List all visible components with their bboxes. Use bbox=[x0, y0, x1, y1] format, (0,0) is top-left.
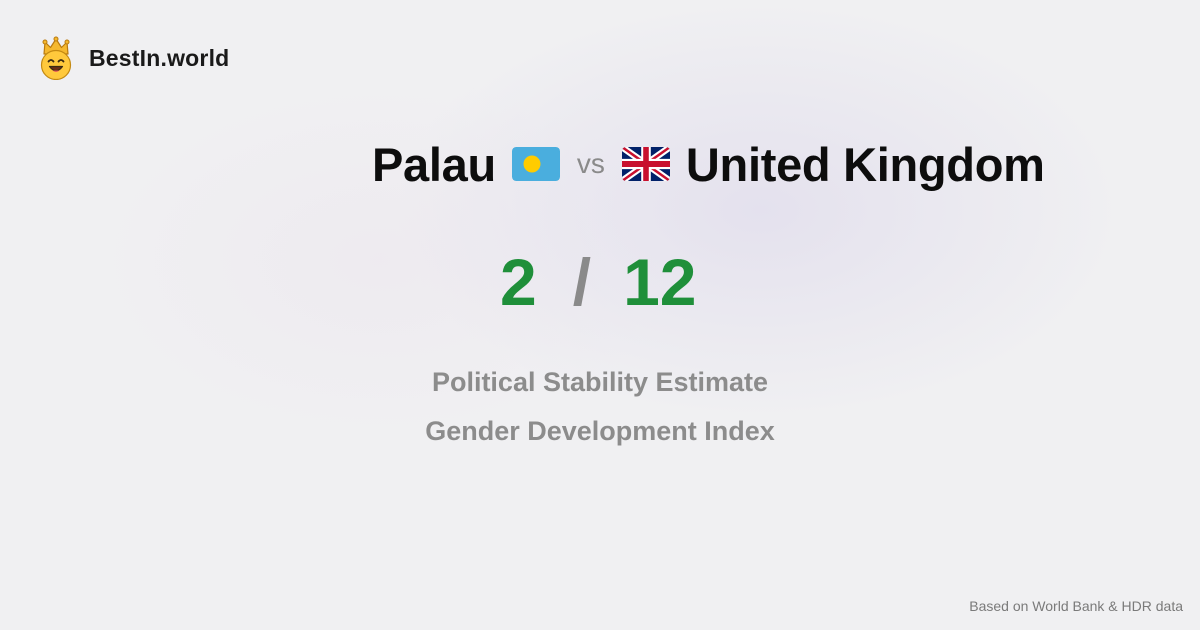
left-country-name: Palau bbox=[372, 137, 496, 191]
data-source-note: Based on World Bank & HDR data bbox=[969, 598, 1183, 614]
brand[interactable]: BestIn.world bbox=[38, 36, 229, 80]
left-score: 2 bbox=[500, 245, 537, 319]
brand-name: BestIn.world bbox=[89, 44, 230, 71]
score-row: 2 / 12 bbox=[500, 240, 696, 324]
score-separator: / bbox=[572, 245, 592, 319]
crowned-smiley-icon bbox=[40, 36, 72, 80]
vs-label: vs bbox=[576, 148, 605, 179]
metric-item: Political Stability Estimate bbox=[431, 367, 769, 397]
palau-flag-icon bbox=[511, 147, 560, 181]
right-country-name: United Kingdom bbox=[685, 137, 1045, 191]
comparison-title: Palau vs United Kingdom bbox=[372, 132, 1045, 196]
uk-flag-icon bbox=[621, 147, 670, 181]
metric-list: Political Stability Estimate Gender Deve… bbox=[0, 358, 1200, 456]
right-score: 12 bbox=[623, 245, 697, 319]
metric-item: Gender Development Index bbox=[425, 416, 775, 446]
